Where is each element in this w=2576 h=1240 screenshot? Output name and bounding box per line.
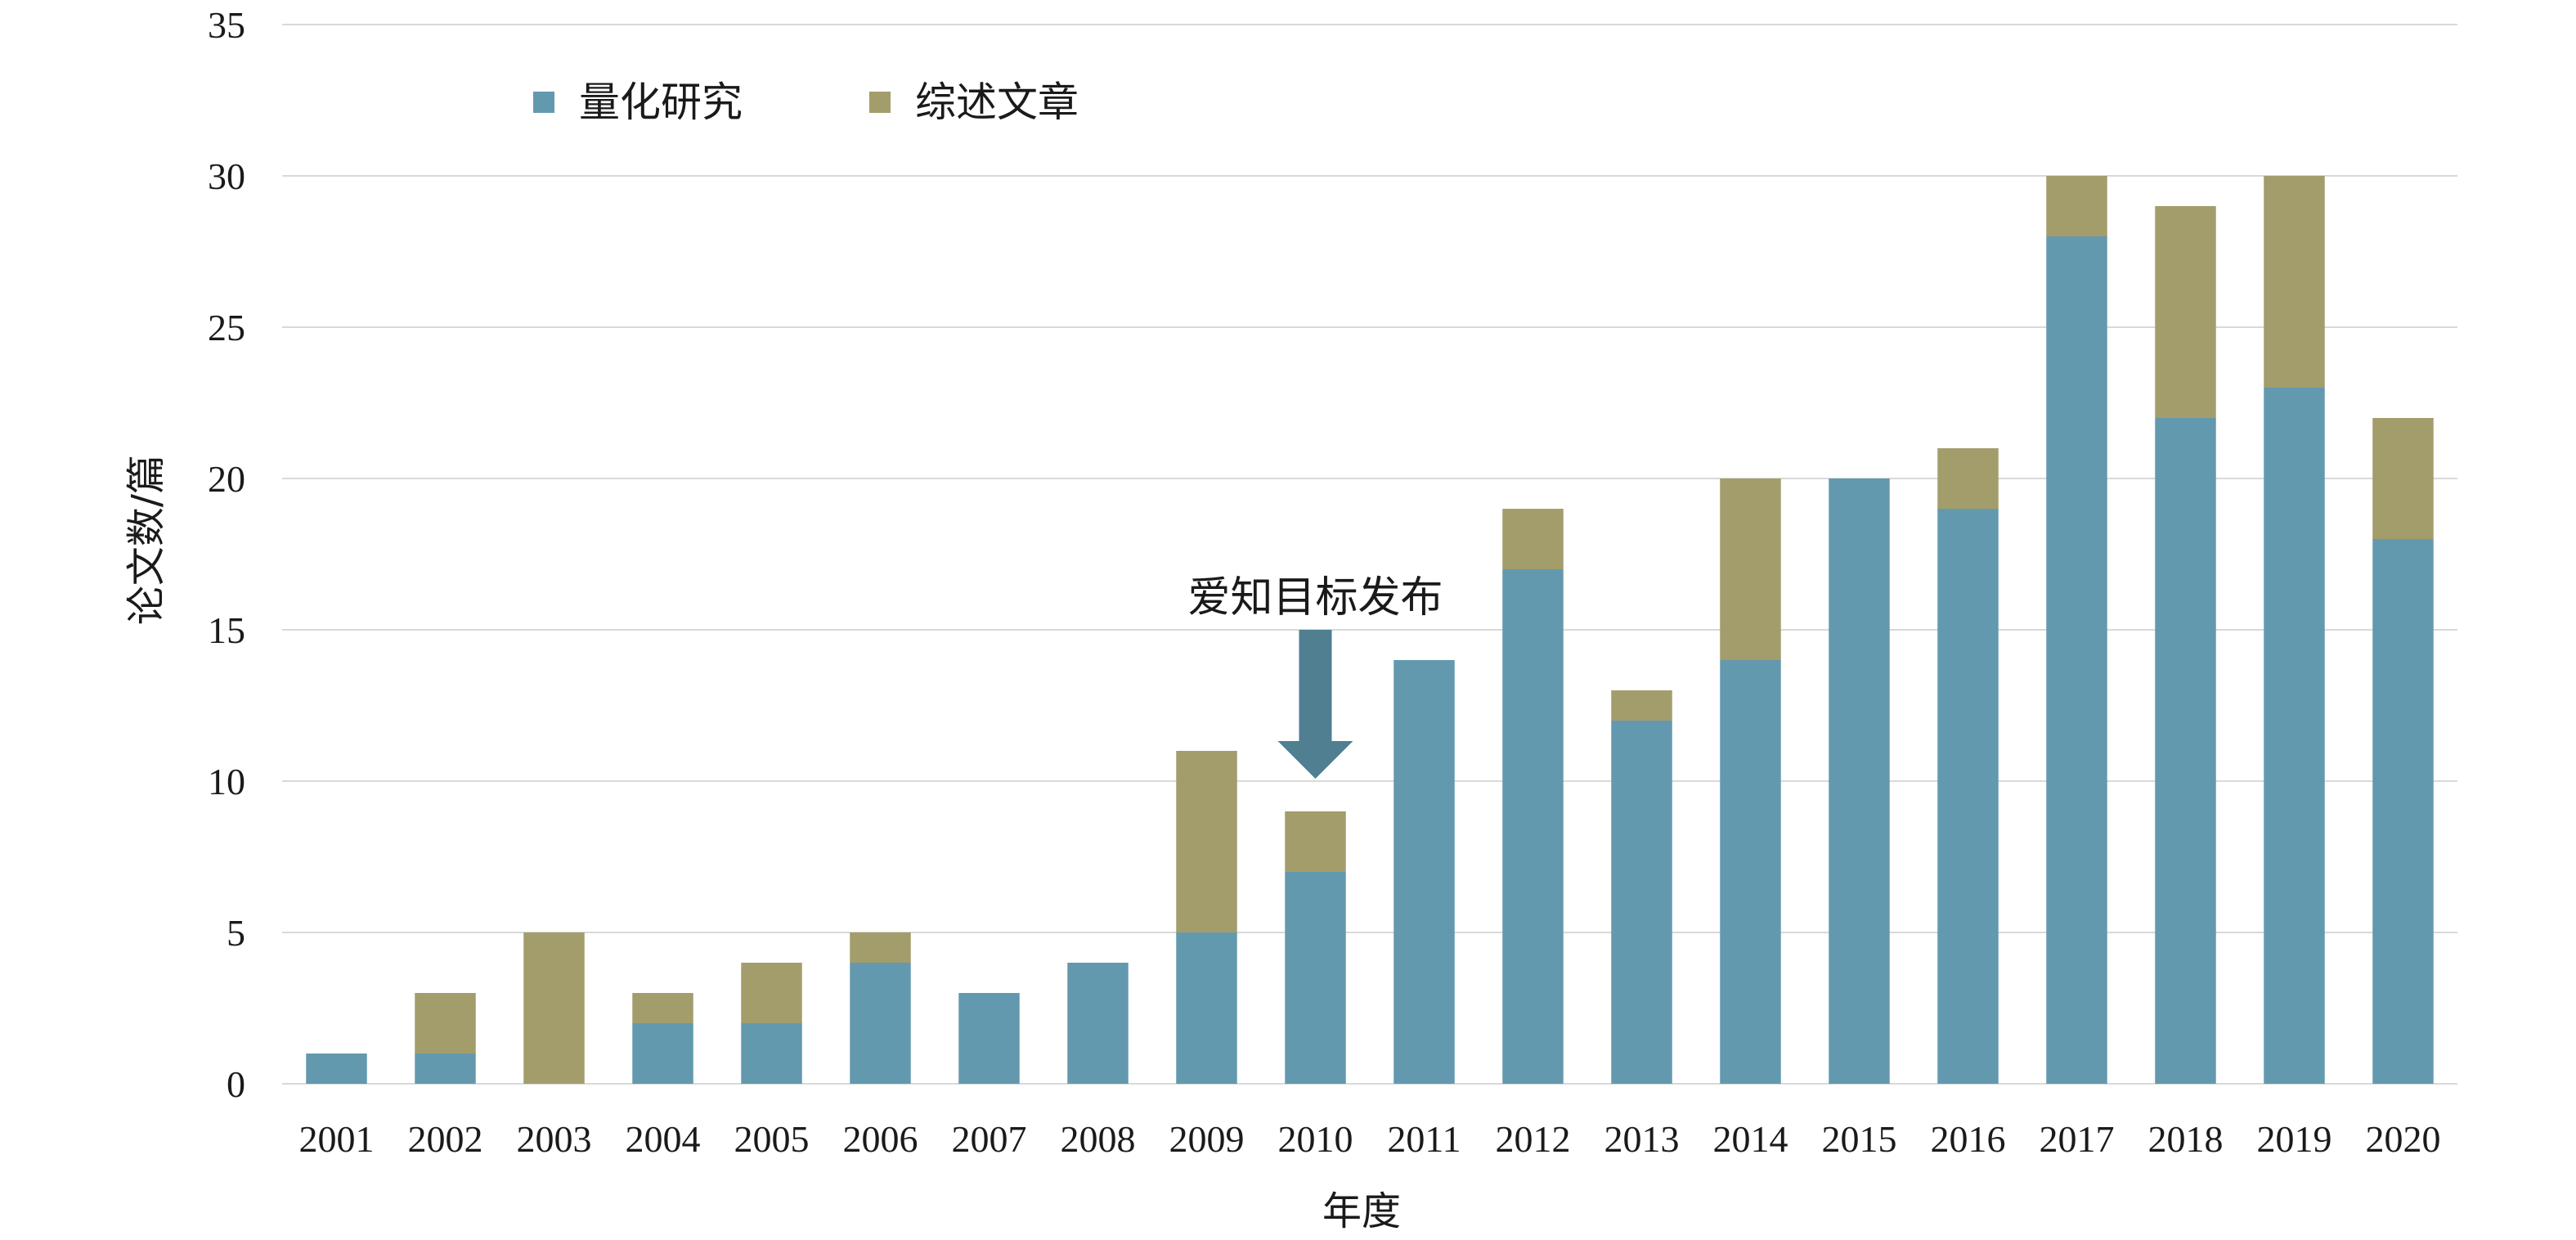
x-tick-label: 2019	[2257, 1118, 2332, 1160]
y-axis-title: 论文数/篇	[123, 455, 169, 625]
x-tick-label: 2001	[299, 1118, 375, 1160]
y-tick-label: 10	[208, 761, 245, 802]
bar-segment-review-2019	[2264, 176, 2325, 388]
y-tick-label: 5	[227, 912, 245, 954]
y-tick-label: 0	[227, 1063, 245, 1105]
bar-segment-review-2016	[1937, 448, 1999, 509]
x-tick-label: 2006	[843, 1118, 918, 1160]
annotation-text: 爱知目标发布	[1187, 573, 1443, 622]
bar-segment-review-2018	[2155, 206, 2216, 418]
y-axis-ticks: 0 5 10 15 20 25 30 35	[208, 4, 245, 1105]
bar-segment-quantitative-2017	[2046, 236, 2107, 1084]
x-tick-label: 2018	[2148, 1118, 2224, 1160]
bar-segment-review-2020	[2372, 418, 2434, 539]
bar-segment-review-2010	[1285, 811, 1346, 872]
bar-segment-quantitative-2020	[2372, 539, 2434, 1084]
y-tick-label: 15	[208, 609, 245, 651]
legend-swatch	[533, 92, 554, 113]
x-axis-title: 年度	[1322, 1188, 1401, 1234]
bar-segment-quantitative-2012	[1502, 569, 1564, 1084]
legend-label: 量化研究	[579, 79, 743, 126]
bar-segment-quantitative-2011	[1393, 660, 1455, 1084]
bar-segment-quantitative-2010	[1285, 872, 1346, 1084]
x-tick-label: 2011	[1387, 1118, 1461, 1160]
x-tick-label: 2008	[1061, 1118, 1136, 1160]
annotation: 爱知目标发布	[1187, 573, 1443, 779]
bar-segment-quantitative-2014	[1720, 660, 1781, 1084]
legend: 量化研究 综述文章	[533, 79, 1079, 126]
bar-segment-quantitative-2005	[741, 1023, 802, 1084]
x-tick-label: 2010	[1278, 1118, 1353, 1160]
bar-segment-review-2002	[415, 993, 476, 1054]
x-tick-label: 2002	[408, 1118, 483, 1160]
bar-segment-review-2006	[850, 932, 911, 963]
legend-label: 综述文章	[915, 79, 1079, 126]
bar-segment-quantitative-2008	[1067, 963, 1129, 1084]
y-tick-label: 30	[208, 155, 245, 197]
x-tick-label: 2005	[734, 1118, 810, 1160]
bar-segment-review-2003	[523, 932, 585, 1084]
bar-segment-quantitative-2018	[2155, 418, 2216, 1084]
y-tick-label: 35	[208, 4, 245, 46]
x-tick-label: 2017	[2040, 1118, 2115, 1160]
bar-segment-quantitative-2009	[1176, 932, 1237, 1084]
bar-segment-quantitative-2002	[415, 1054, 476, 1084]
bar-segment-quantitative-2007	[958, 993, 1020, 1084]
y-tick-label: 25	[208, 307, 245, 348]
bar-segment-quantitative-2006	[850, 963, 911, 1084]
bars	[306, 176, 2434, 1084]
x-tick-label: 2014	[1713, 1118, 1788, 1160]
gridlines	[282, 24, 2457, 1085]
x-tick-label: 2009	[1169, 1118, 1245, 1160]
x-tick-label: 2003	[517, 1118, 592, 1160]
x-tick-label: 2020	[2366, 1118, 2441, 1160]
bar-segment-quantitative-2015	[1829, 478, 1890, 1084]
bar-segment-review-2014	[1720, 478, 1781, 660]
x-tick-label: 2016	[1931, 1118, 2006, 1160]
bar-segment-review-2013	[1611, 690, 1672, 721]
bar-segment-quantitative-2016	[1937, 509, 1999, 1084]
bar-segment-review-2005	[741, 963, 802, 1023]
bar-segment-quantitative-2004	[632, 1023, 693, 1084]
y-tick-label: 20	[208, 458, 245, 500]
bar-segment-review-2012	[1502, 509, 1564, 569]
x-tick-label: 2007	[952, 1118, 1027, 1160]
x-tick-label: 2004	[626, 1118, 701, 1160]
annotation-arrow	[1277, 630, 1353, 779]
x-tick-label: 2013	[1604, 1118, 1680, 1160]
bar-segment-review-2017	[2046, 176, 2107, 236]
bar-segment-quantitative-2001	[306, 1054, 367, 1084]
bar-segment-quantitative-2013	[1611, 721, 1672, 1084]
x-axis-ticks: 2001 2002 2003 2004 2005 2006 2007 2008 2009 2010…	[299, 1118, 2441, 1160]
x-tick-label: 2012	[1496, 1118, 1571, 1160]
x-tick-label: 2015	[1822, 1118, 1897, 1160]
legend-swatch	[869, 92, 891, 113]
bar-segment-review-2009	[1176, 751, 1237, 932]
bar-segment-quantitative-2019	[2264, 388, 2325, 1084]
bar-segment-review-2004	[632, 993, 693, 1023]
